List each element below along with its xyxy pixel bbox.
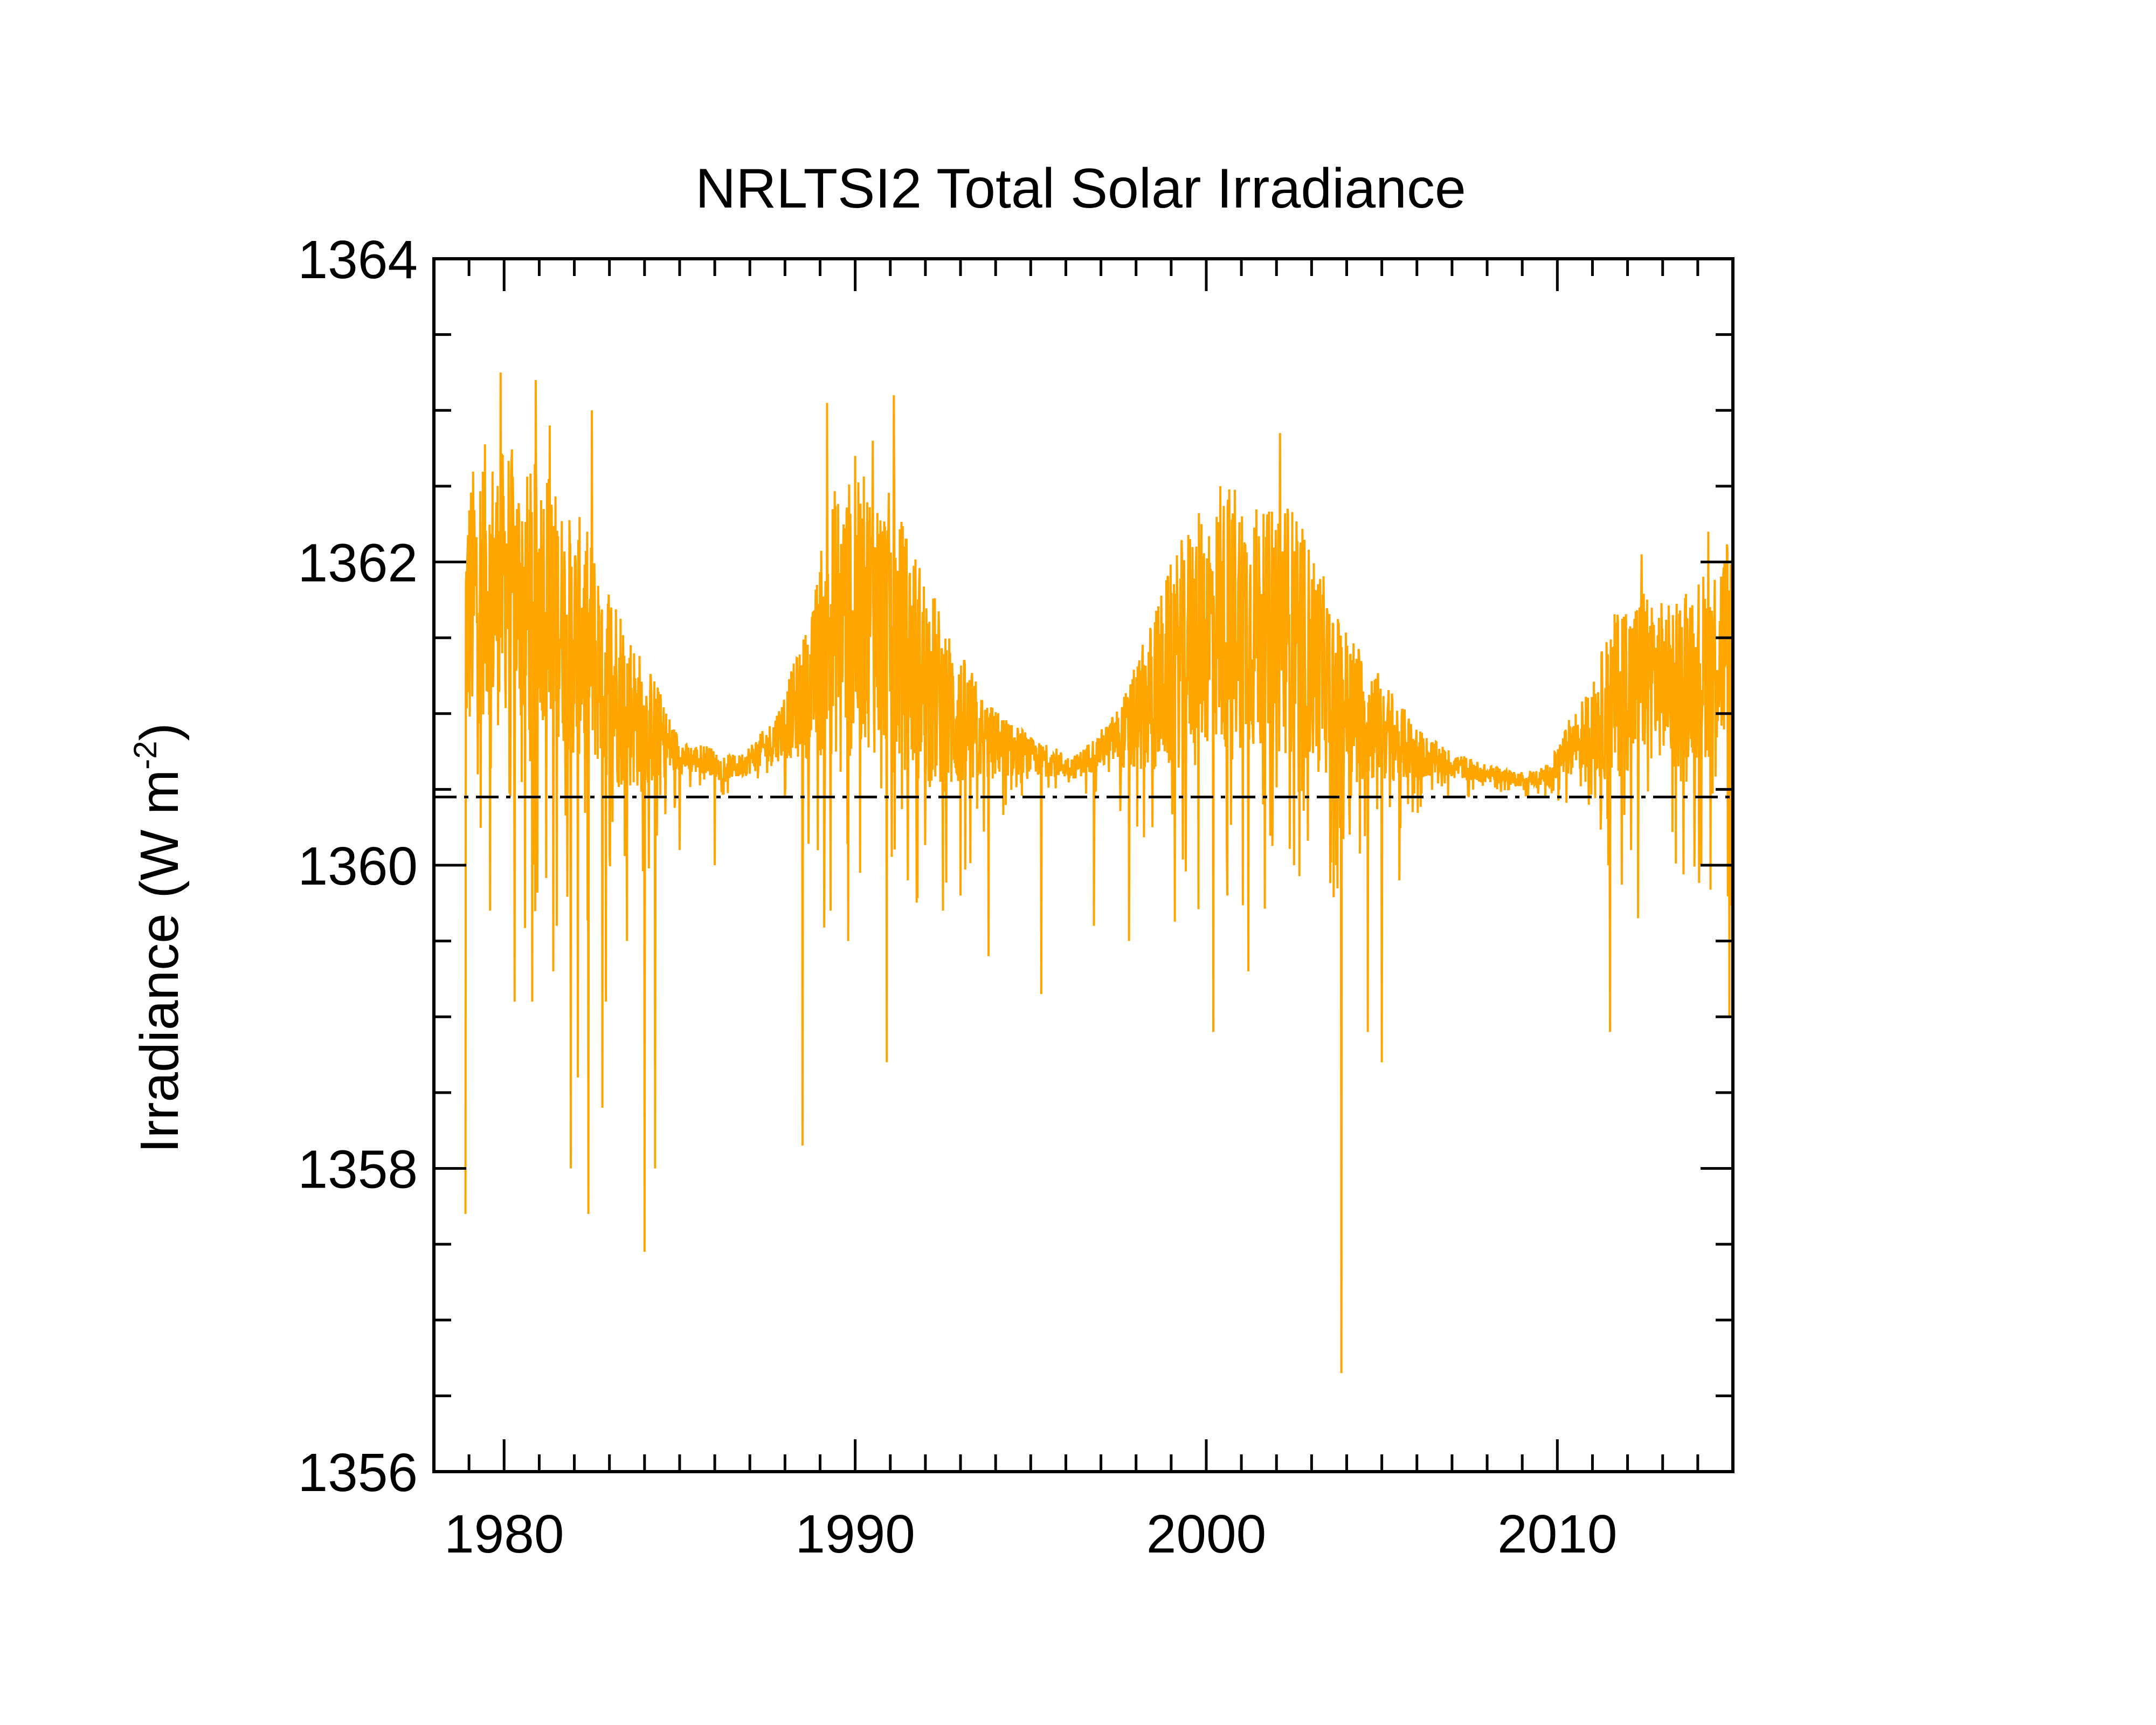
x-axis: 1980 1990 2000 2010	[432, 259, 1735, 1564]
series-line	[464, 372, 1734, 1374]
y-tick-label: 1364	[298, 230, 418, 290]
y-axis-label-main: Irradiance (W m	[129, 770, 190, 1153]
x-tick-label: 1980	[444, 1504, 564, 1564]
y-axis: 1356 1358 1360 1362 1364	[298, 230, 1733, 1503]
y-axis-label: Irradiance (W m-2)	[127, 723, 190, 1153]
plot-frame	[432, 257, 1735, 1473]
series-layer	[464, 372, 1734, 1374]
y-axis-label-superscript: -2	[127, 741, 163, 769]
y-axis-label-suffix: )	[129, 723, 190, 741]
x-tick-label: 1990	[795, 1504, 915, 1564]
chart-title: NRLTSI2 Total Solar Irradiance	[695, 157, 1466, 220]
y-tick-label: 1360	[298, 836, 418, 896]
y-tick-label: 1362	[298, 533, 418, 594]
y-tick-label: 1358	[298, 1140, 418, 1200]
x-tick-label: 2010	[1497, 1504, 1617, 1564]
x-tick-label: 2000	[1146, 1504, 1266, 1564]
y-tick-label: 1356	[298, 1443, 418, 1503]
plot-area	[432, 257, 1735, 1473]
